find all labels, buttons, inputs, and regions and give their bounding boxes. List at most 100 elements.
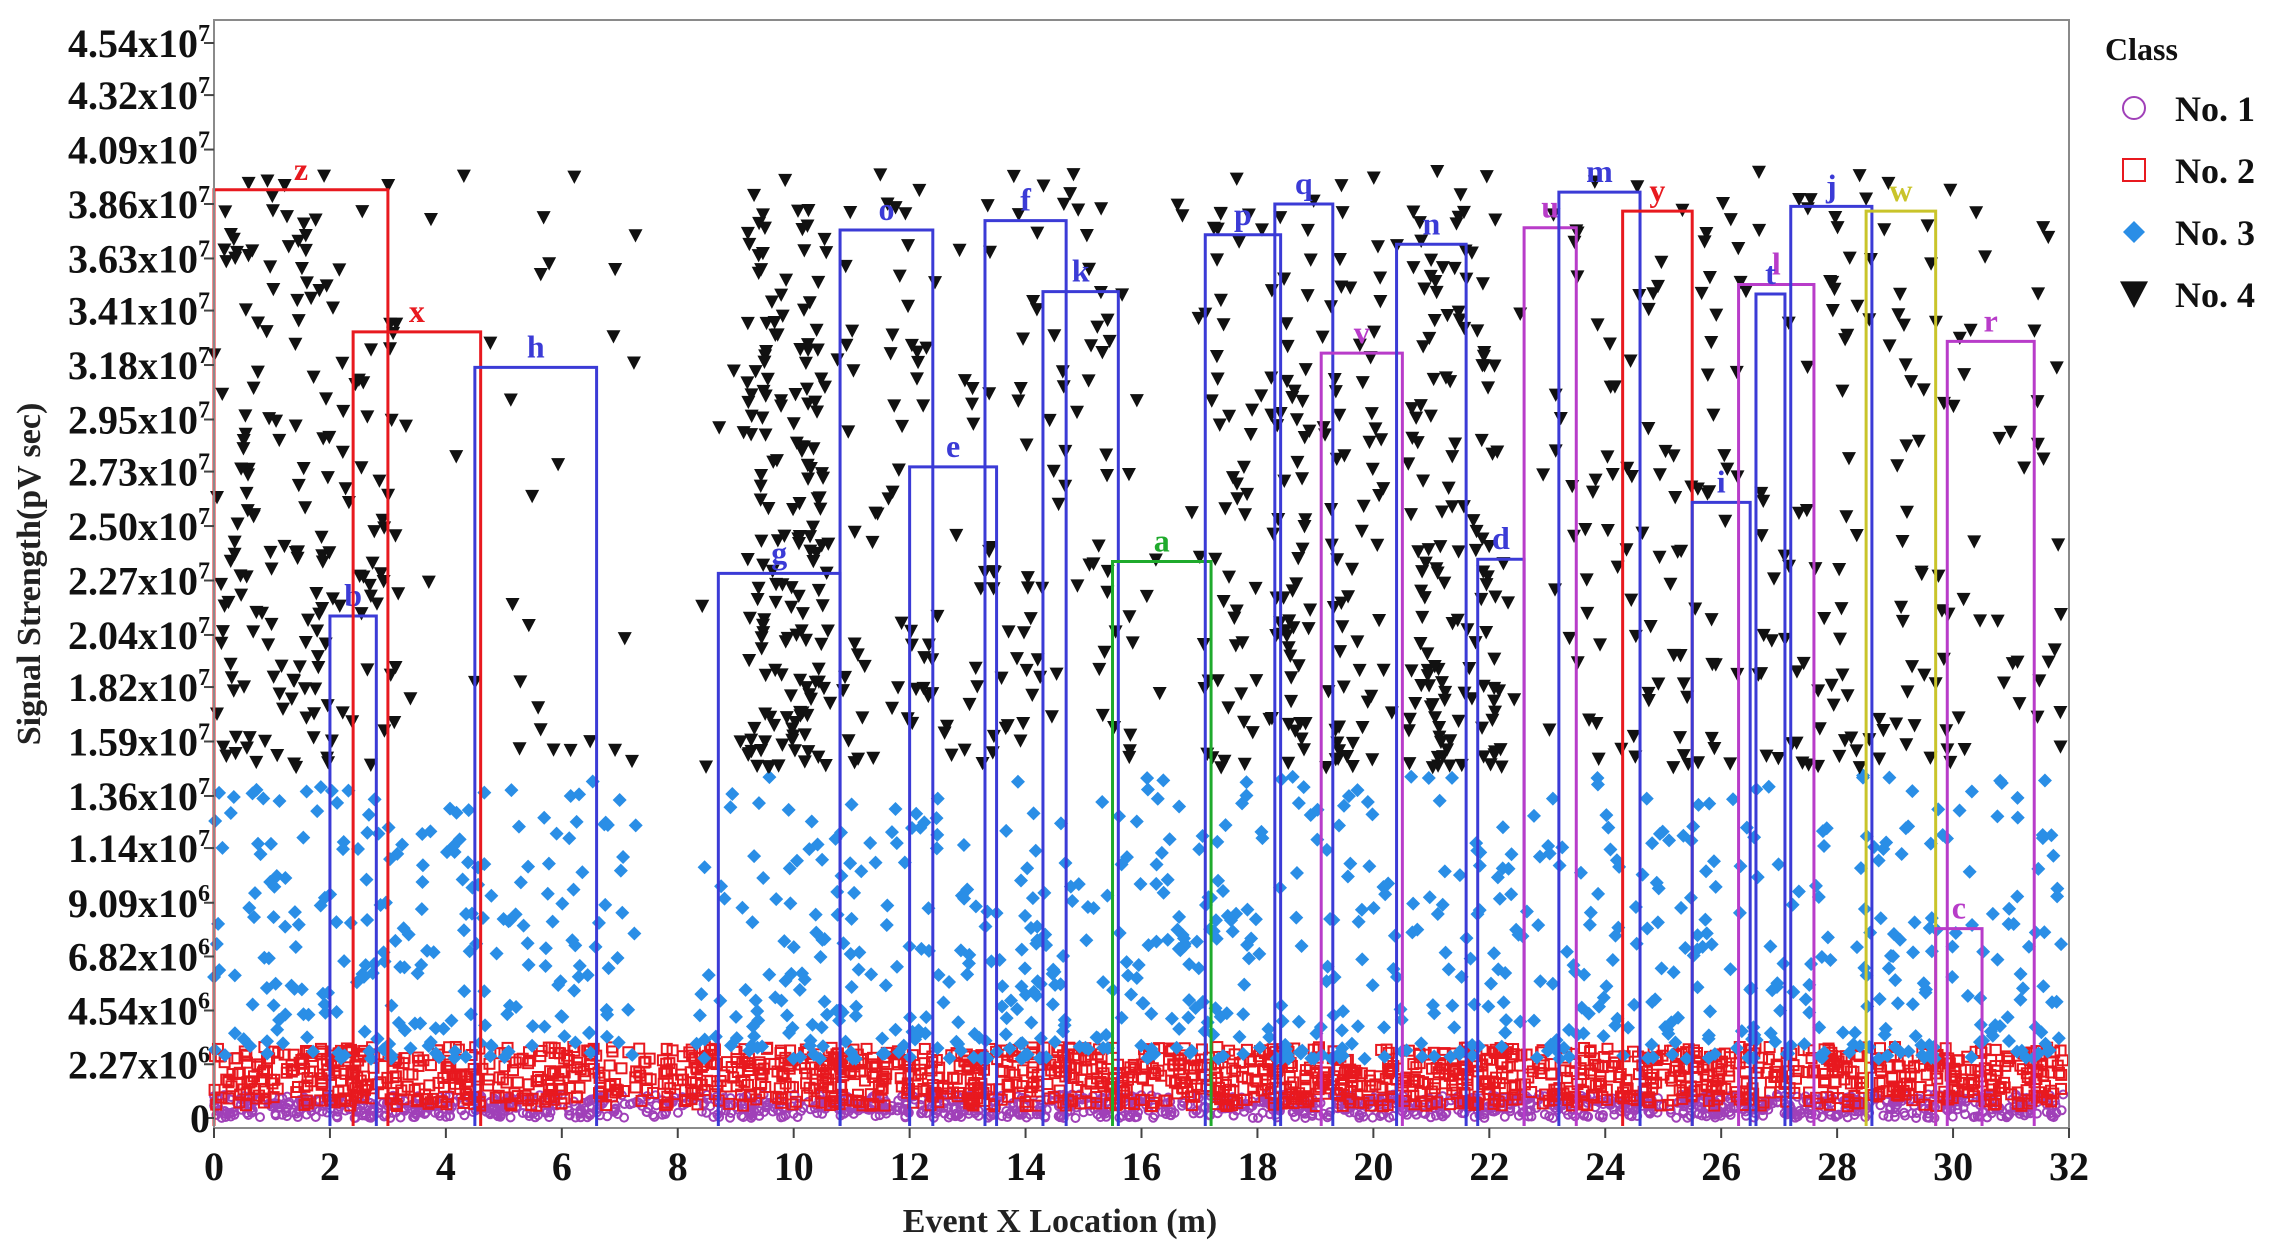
class-3-point — [1816, 839, 1831, 854]
class-4-point — [356, 570, 371, 584]
class-3-point — [888, 1022, 903, 1037]
class-4-point — [362, 578, 377, 593]
class-4-point — [1626, 729, 1641, 744]
class-2-point — [1584, 1044, 1597, 1057]
class-3-point — [1556, 1040, 1571, 1055]
class-3-point — [1491, 962, 1506, 977]
class-2-point — [1536, 1097, 1549, 1110]
class-2-point — [534, 1050, 547, 1063]
class-2-point — [1158, 1094, 1171, 1107]
class-2-point — [397, 1057, 410, 1070]
class-4-point — [1254, 389, 1269, 403]
class-4-point — [238, 409, 253, 423]
class-3-point — [748, 993, 763, 1008]
class-2-point — [1410, 1061, 1423, 1074]
class-3-point — [1172, 1021, 1187, 1036]
class-4-point — [263, 260, 278, 274]
class-3-point — [1030, 974, 1045, 989]
class-2-point — [1511, 1093, 1524, 1106]
class-2-point — [1664, 1071, 1677, 1084]
class-3-point — [2051, 1031, 2066, 1046]
class-3-point — [863, 835, 878, 850]
class-4-point — [1222, 570, 1237, 584]
class-4-point — [1895, 614, 1910, 629]
class-4-point — [1280, 339, 1295, 354]
class-4-point — [1812, 722, 1827, 736]
class-4-point — [1095, 708, 1110, 723]
class-4-point — [1756, 494, 1771, 509]
class-4-point — [1406, 261, 1421, 275]
class-4-point — [768, 595, 783, 610]
class-4-point — [1066, 168, 1081, 182]
class-4-point — [1046, 464, 1061, 479]
class-3-point — [751, 796, 766, 811]
class-3-point — [1679, 1051, 1694, 1066]
class-3-point — [1529, 1050, 1544, 1065]
class-4-point — [1092, 662, 1107, 677]
class-3-point — [692, 1008, 707, 1023]
class-3-point — [259, 980, 274, 995]
class-3-point — [1945, 939, 1960, 954]
class-2-point — [786, 1081, 799, 1094]
class-3-point — [1252, 1040, 1267, 1055]
class-4-point — [800, 458, 815, 473]
class-4-point — [1280, 374, 1295, 389]
class-4-point — [279, 210, 294, 224]
class-4-point — [551, 458, 566, 472]
class-3-point — [1871, 853, 1886, 868]
class-4-point — [755, 618, 770, 633]
class-3-point — [1733, 859, 1748, 874]
class-1-point — [332, 1112, 343, 1123]
class-4-point — [838, 259, 853, 274]
class-4-point — [756, 208, 771, 222]
class-4-point — [2053, 740, 2068, 754]
class-4-point — [1222, 409, 1237, 424]
class-3-point — [1877, 1027, 1892, 1042]
class-3-point — [253, 847, 268, 862]
class-3-point — [1432, 793, 1447, 808]
class-2-point — [2005, 1088, 2018, 1101]
class-2-point — [1426, 1062, 1439, 1075]
class-3-point — [1357, 1051, 1372, 1066]
class-2-point — [240, 1087, 253, 1100]
class-1-point — [1952, 1104, 1963, 1115]
class-4-point — [1289, 413, 1304, 427]
class-4-point — [274, 659, 289, 673]
class-3-point — [1601, 820, 1616, 835]
class-4-point — [241, 176, 256, 191]
class-3-point — [300, 1030, 315, 1045]
class-4-point — [957, 743, 972, 757]
class-2-point — [1469, 1096, 1482, 1109]
class-2-point — [737, 1099, 750, 1112]
class-3-point — [2006, 917, 2021, 932]
class-3-point — [2034, 1025, 2049, 1040]
class-2-point — [1079, 1054, 1092, 1067]
class-2-point — [1647, 1077, 1660, 1090]
class-4-point — [1011, 208, 1026, 222]
class-4-point — [850, 648, 865, 662]
class-3-point — [1343, 856, 1358, 871]
class-4-point — [513, 675, 528, 689]
class-4-point — [322, 430, 337, 445]
class-1-point — [1671, 1112, 1682, 1123]
class-3-point — [936, 995, 951, 1010]
class-3-point — [1701, 1031, 1716, 1046]
class-4-point — [747, 721, 762, 736]
class-4-point — [307, 707, 322, 721]
class-2-point — [1187, 1069, 1200, 1082]
class-3-point — [724, 1038, 739, 1053]
class-4-point — [1676, 749, 1691, 763]
class-2-point — [1336, 1099, 1349, 1112]
class-3-point — [397, 960, 412, 975]
class-3-point — [1026, 806, 1041, 821]
class-4-point — [768, 663, 783, 678]
class-4-point — [1723, 213, 1738, 227]
class-4-point — [801, 204, 816, 218]
class-4-point — [1210, 372, 1225, 386]
class-4-point — [1051, 497, 1066, 512]
class-4-point — [1365, 462, 1380, 476]
class-4-point — [1123, 728, 1138, 742]
class-4-point — [1832, 632, 1847, 646]
class-1-point — [1842, 1112, 1853, 1123]
class-3-point — [562, 831, 577, 846]
